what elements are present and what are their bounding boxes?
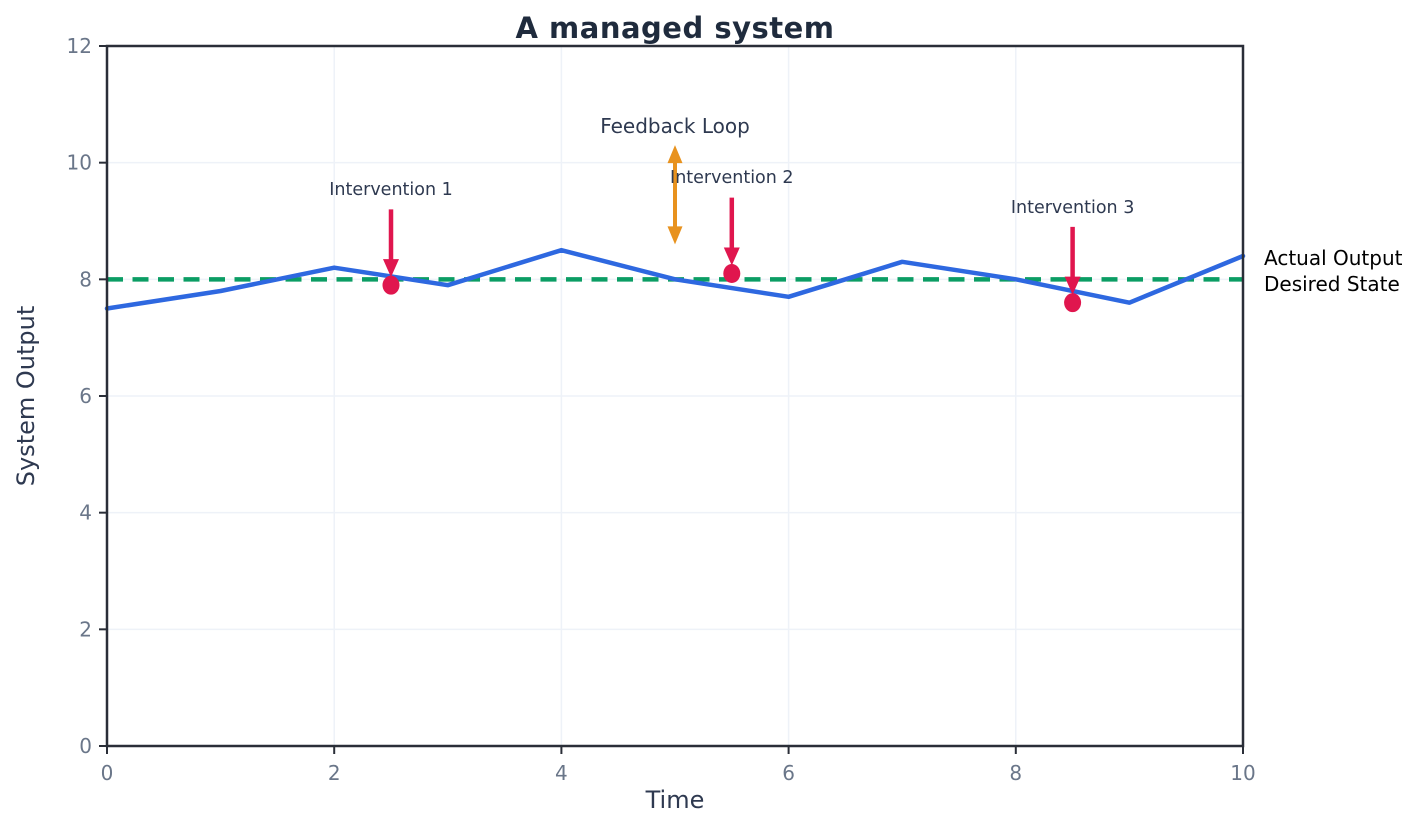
intervention-2-label: Intervention 2: [670, 168, 794, 189]
intervention-1-label: Intervention 1: [329, 180, 453, 201]
svg-text:0: 0: [79, 734, 92, 758]
chart-title: A managed system: [515, 11, 835, 45]
svg-text:6: 6: [79, 384, 92, 408]
svg-text:6: 6: [782, 761, 795, 785]
svg-text:4: 4: [79, 501, 92, 525]
legend-actual-output: Actual Output: [1264, 246, 1403, 270]
feedback-loop-label: Feedback Loop: [600, 114, 750, 139]
intervention-3-label: Intervention 3: [1010, 197, 1135, 218]
svg-text:8: 8: [79, 267, 92, 291]
svg-text:10: 10: [1230, 761, 1255, 785]
legend-desired-state: Desired State: [1264, 272, 1400, 296]
svg-text:2: 2: [79, 617, 92, 641]
svg-text:0: 0: [101, 761, 114, 785]
svg-text:4: 4: [555, 761, 568, 785]
svg-text:10: 10: [67, 151, 92, 175]
y-axis-label: System Output: [12, 305, 40, 487]
x-axis-label: Time: [645, 786, 705, 814]
svg-text:12: 12: [67, 34, 92, 58]
svg-text:8: 8: [1009, 761, 1022, 785]
svg-text:2: 2: [328, 761, 341, 785]
